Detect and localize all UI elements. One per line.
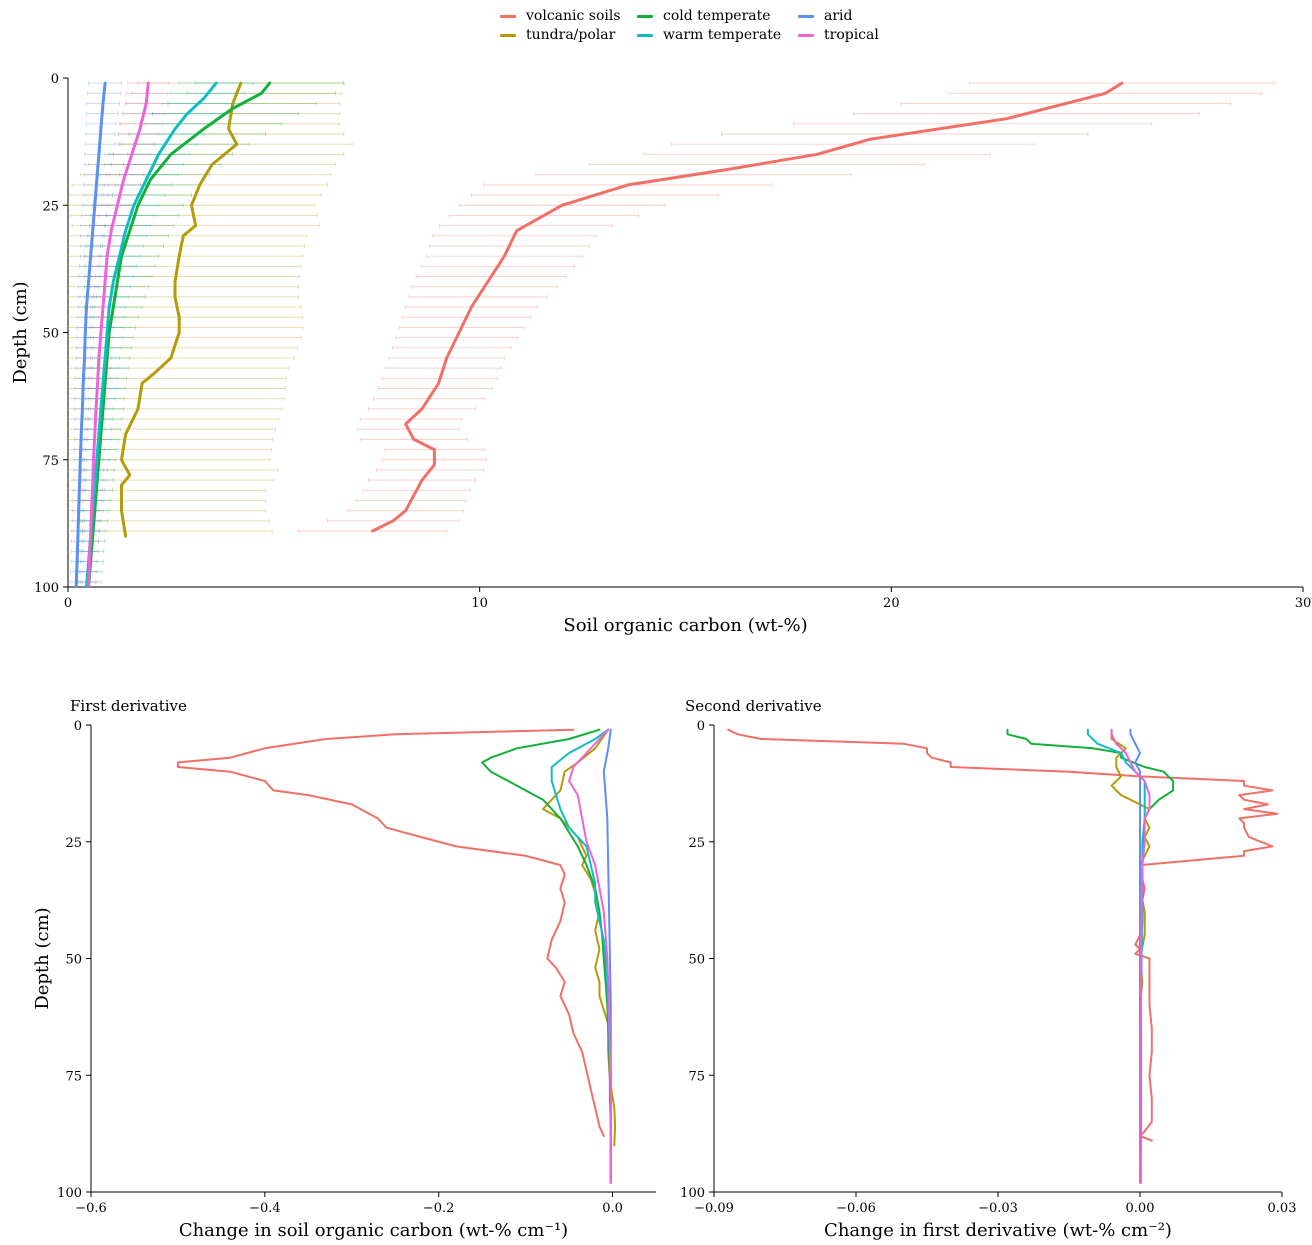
x-tick-label: −0.03 bbox=[978, 1201, 1018, 1216]
y-tick-label: 0 bbox=[697, 719, 705, 734]
series-line-tropical bbox=[568, 728, 612, 1184]
legend: volcanic soils tundra/polar cold temperate… bbox=[500, 8, 920, 50]
legend-swatch-volcanic bbox=[500, 14, 516, 18]
x-tick-label: 0 bbox=[64, 596, 72, 611]
x-tick-label: −0.06 bbox=[836, 1201, 876, 1216]
x-tick-label: 30 bbox=[1295, 596, 1312, 611]
y-tick-label: 100 bbox=[680, 1186, 705, 1201]
series-line-tropical bbox=[87, 81, 150, 587]
legend-swatch-tropical bbox=[798, 33, 814, 37]
series-line-cold-temperate bbox=[87, 81, 272, 587]
x-tick-label: 0.03 bbox=[1268, 1201, 1297, 1216]
y-tick-label: 50 bbox=[42, 327, 59, 342]
x-tick-label: −0.09 bbox=[694, 1201, 734, 1216]
y-axis-label: Depth (cm) bbox=[32, 907, 53, 1009]
errorbars-cold-temperate bbox=[76, 81, 345, 584]
plot-area bbox=[176, 728, 617, 1184]
x-tick-label: −0.4 bbox=[249, 1201, 281, 1216]
panel-title: First derivative bbox=[70, 697, 187, 715]
series-line-arid bbox=[1129, 728, 1141, 1184]
legend-item-warm: warm temperate bbox=[637, 27, 781, 43]
y-tick-label: 0 bbox=[74, 719, 82, 734]
x-tick-label: 0.0 bbox=[602, 1201, 623, 1216]
y-tick-label: 100 bbox=[34, 581, 59, 596]
legend-label: warm temperate bbox=[663, 27, 782, 43]
series-line-volcanic-soils bbox=[727, 728, 1279, 1142]
errorbars-volcanic-soils bbox=[298, 81, 1275, 534]
legend-label: cold temperate bbox=[663, 8, 771, 24]
series-line-volcanic-soils bbox=[371, 81, 1124, 533]
soc-depth-chart: 0 25 50 75 100 0 10 20 30 Soil organic carbon (wt… bbox=[10, 72, 1312, 636]
legend-label: volcanic soils bbox=[526, 8, 621, 24]
series-line-cold-temperate bbox=[481, 728, 612, 1184]
panel-title: Second derivative bbox=[685, 697, 822, 715]
legend-item-arid: arid bbox=[798, 8, 852, 24]
y-tick-label: 50 bbox=[65, 953, 82, 968]
series-line-tropical bbox=[1110, 728, 1151, 1184]
legend-label: tundra/polar bbox=[526, 27, 616, 43]
legend-swatch-warm bbox=[637, 33, 653, 37]
series-line-volcanic-soils bbox=[176, 728, 605, 1137]
x-tick-label: −0.6 bbox=[75, 1201, 107, 1216]
y-axis-label: Depth (cm) bbox=[10, 281, 31, 383]
y-tick-label: 100 bbox=[57, 1186, 82, 1201]
series-line-warm-temperate bbox=[85, 81, 218, 587]
second-derivative-chart: Second derivative 0 25 50 75 100−0.09 −0.06 −0.… bbox=[680, 697, 1297, 1241]
y-tick-label: 75 bbox=[42, 454, 59, 469]
plot-area bbox=[727, 728, 1279, 1184]
y-tick-label: 75 bbox=[688, 1069, 705, 1084]
x-tick-label: −0.2 bbox=[423, 1201, 455, 1216]
legend-swatch-arid bbox=[798, 14, 814, 18]
series-line-tundra-polar bbox=[120, 81, 243, 538]
legend-item-cold: cold temperate bbox=[637, 8, 771, 24]
legend-item-volcanic: volcanic soils bbox=[500, 8, 621, 24]
x-axis-label: Change in soil organic carbon (wt-% cm⁻¹… bbox=[179, 1220, 568, 1241]
first-derivative-chart: First derivative 0 25 50 75 100−0.6 −0.4 −0.2 0.… bbox=[32, 697, 656, 1241]
series-line-warm-temperate bbox=[1086, 728, 1146, 1184]
errorbars-warm-temperate bbox=[78, 81, 254, 584]
x-tick-label: 20 bbox=[883, 596, 900, 611]
x-axis-label: Change in first derivative (wt-% cm⁻²) bbox=[824, 1220, 1172, 1241]
y-tick-label: 75 bbox=[65, 1069, 82, 1084]
x-tick-label: 10 bbox=[471, 596, 488, 611]
legend-label: tropical bbox=[824, 27, 879, 43]
legend-swatch-tundra bbox=[500, 33, 516, 37]
legend-item-tundra: tundra/polar bbox=[500, 27, 615, 43]
legend-item-tropical: tropical bbox=[798, 27, 879, 43]
series-line-warm-temperate bbox=[550, 728, 612, 1184]
y-tick-label: 25 bbox=[688, 836, 705, 851]
y-tick-label: 50 bbox=[688, 953, 705, 968]
x-tick-label: 0.00 bbox=[1126, 1201, 1155, 1216]
y-tick-label: 25 bbox=[42, 199, 59, 214]
legend-label: arid bbox=[824, 8, 853, 24]
plot-area bbox=[68, 81, 1275, 587]
legend-swatch-cold bbox=[637, 14, 653, 18]
y-tick-label: 25 bbox=[65, 836, 82, 851]
y-tick-label: 0 bbox=[51, 72, 59, 87]
x-axis-label: Soil organic carbon (wt-%) bbox=[563, 615, 807, 636]
series-line-arid bbox=[74, 81, 107, 587]
